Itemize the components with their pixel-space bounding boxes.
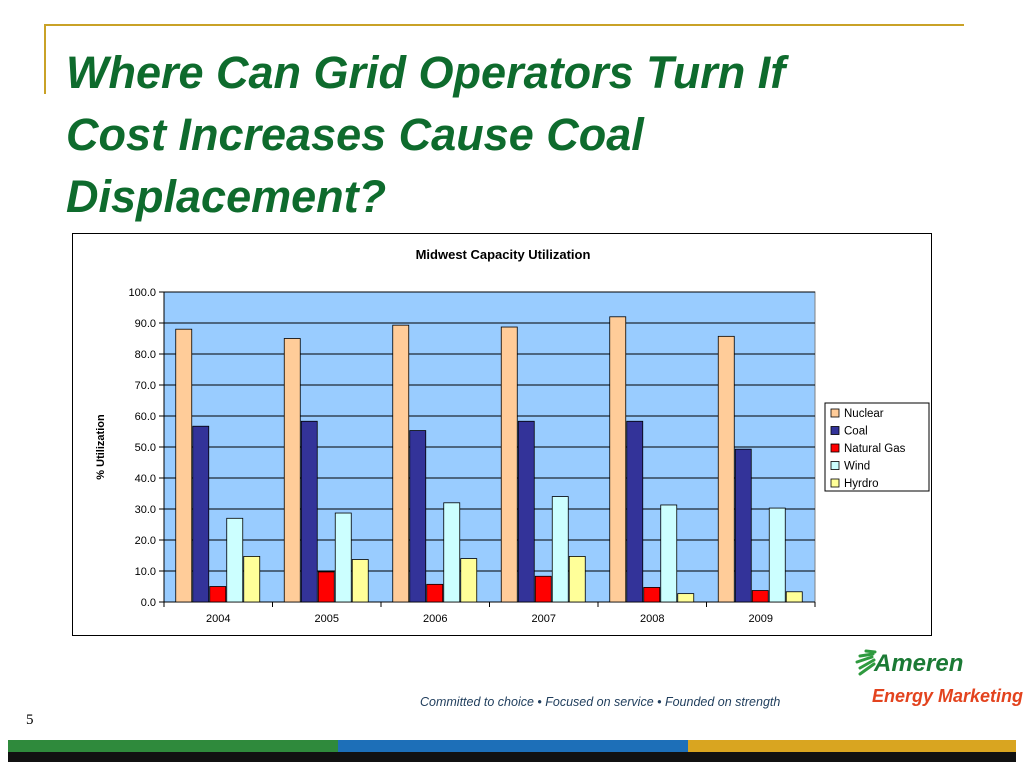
bar-natural-gas <box>643 587 661 603</box>
legend-swatch <box>830 426 840 435</box>
bar-coal <box>626 420 644 603</box>
bar-nuclear <box>175 328 193 603</box>
page-number: 5 <box>26 712 34 728</box>
slide-title-line-2: Cost Increases Cause Coal <box>66 109 644 160</box>
bar-coal <box>517 420 535 603</box>
legend-label: Wind <box>844 461 870 473</box>
bar-natural-gas <box>751 590 769 603</box>
x-tick-label: 2006 <box>423 613 447 625</box>
bar-wind <box>443 502 461 603</box>
frame-line-top <box>44 24 964 26</box>
bar-coal <box>192 425 210 603</box>
legend-label: Hyrdro <box>844 478 879 490</box>
bar-wind <box>551 496 569 603</box>
bar-wind <box>660 504 678 603</box>
bar-natural-gas <box>426 583 444 603</box>
bar-coal <box>734 448 752 603</box>
x-tick-label: 2008 <box>640 613 664 625</box>
bar-nuclear <box>392 324 410 603</box>
legend-swatch <box>830 478 840 488</box>
legend-swatch <box>830 408 840 418</box>
bar-nuclear <box>500 326 518 603</box>
bar-coal <box>409 430 427 603</box>
bar-wind <box>768 507 786 603</box>
logo-word-energy-marketing: Energy Marketing <box>872 686 1024 706</box>
starburst-logo-icon <box>855 649 877 676</box>
slide-title-line-3: Displacement? <box>66 171 387 222</box>
footer-stripe-gold <box>688 740 1016 752</box>
bar-hyrdro <box>460 558 478 603</box>
y-tick-label: 20.0 <box>135 535 156 547</box>
chart-container: Midwest Capacity Utilization 0.0 10.0 20.0 3… <box>72 233 932 636</box>
footer-stripe-black <box>8 752 1016 762</box>
footer-stripe-blue <box>338 740 688 752</box>
bar-coal <box>300 420 318 603</box>
bar-nuclear <box>609 316 627 603</box>
x-tick-label: 2007 <box>532 613 556 625</box>
slide-title-line-1: Where Can Grid Operators Turn If <box>66 47 786 98</box>
y-tick-label: 100.0 <box>128 287 156 299</box>
y-tick-label: 30.0 <box>135 504 156 516</box>
bar-natural-gas <box>534 575 552 603</box>
bar-hyrdro <box>568 556 586 603</box>
ameren-logo: Ameren Energy Marketing <box>852 648 1023 718</box>
bar-wind <box>334 512 352 603</box>
y-tick-label: 80.0 <box>135 349 156 361</box>
chart-title: Midwest Capacity Utilization <box>416 247 591 262</box>
y-tick-label: 0.0 <box>141 597 156 609</box>
logo-word-ameren: Ameren <box>874 650 964 677</box>
legend-label: Natural Gas <box>844 443 906 455</box>
slide-title: Where Can Grid Operators Turn If Cost In… <box>66 42 966 228</box>
footer-stripe-green <box>8 740 338 752</box>
bar-natural-gas <box>209 586 227 603</box>
tagline: Committed to choice • Focused on service… <box>420 695 781 709</box>
y-tick-label: 50.0 <box>135 442 156 454</box>
x-tick-label: 2005 <box>315 613 339 625</box>
bar-hyrdro <box>677 593 695 603</box>
bar-nuclear <box>283 338 301 603</box>
y-tick-label: 10.0 <box>135 566 156 578</box>
x-tick-label: 2004 <box>206 613 230 625</box>
y-tick-label: 70.0 <box>135 380 156 392</box>
bar-hyrdro <box>351 559 369 603</box>
y-tick-label: 90.0 <box>135 318 156 330</box>
bar-chart: Midwest Capacity Utilization 0.0 10.0 20.0 3… <box>95 247 930 625</box>
bar-wind <box>226 517 244 603</box>
y-tick-label: 60.0 <box>135 411 156 423</box>
bar-natural-gas <box>317 571 335 603</box>
legend-label: Coal <box>844 426 868 438</box>
frame-line-left <box>44 24 46 94</box>
bar-hyrdro <box>243 556 261 603</box>
y-tick-label: 40.0 <box>135 473 156 485</box>
legend-swatch <box>830 461 840 470</box>
legend-label: Nuclear <box>844 408 884 420</box>
y-axis-label: % Utilization <box>95 414 107 480</box>
legend-swatch <box>830 443 840 453</box>
legend-box <box>824 402 930 492</box>
bar-hyrdro <box>785 591 803 603</box>
x-tick-label: 2009 <box>749 613 773 625</box>
bar-nuclear <box>717 335 735 603</box>
